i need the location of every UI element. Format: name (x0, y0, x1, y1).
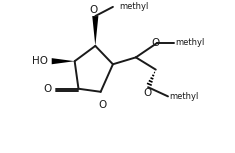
Text: HO: HO (32, 56, 48, 66)
Text: O: O (90, 5, 98, 15)
Text: O: O (152, 38, 160, 48)
Text: O: O (143, 88, 152, 98)
Text: methyl: methyl (176, 38, 205, 47)
Text: methyl: methyl (169, 92, 199, 101)
Text: methyl: methyl (119, 2, 149, 11)
Text: O: O (43, 84, 52, 94)
Text: O: O (98, 100, 106, 110)
Polygon shape (92, 16, 98, 46)
Polygon shape (52, 58, 75, 64)
